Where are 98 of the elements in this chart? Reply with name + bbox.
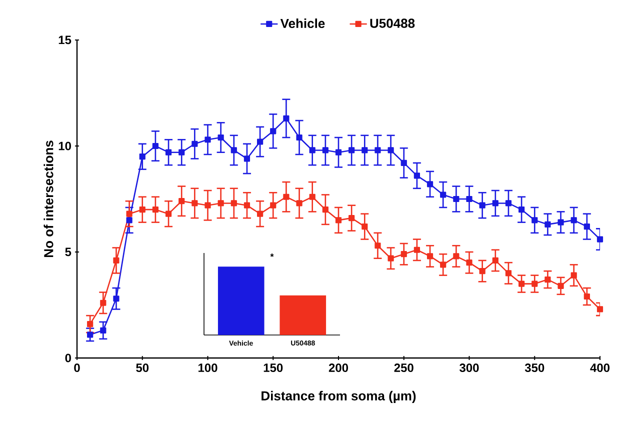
point <box>139 206 146 213</box>
point <box>400 160 407 166</box>
point <box>322 206 328 213</box>
point <box>296 200 302 206</box>
point <box>87 332 94 338</box>
y-tick-label: 5 <box>65 248 72 256</box>
x-tick-label: 400 <box>590 364 610 372</box>
x-tick-label: 250 <box>394 364 414 372</box>
point <box>362 224 368 230</box>
point <box>558 282 564 289</box>
point <box>152 206 159 213</box>
point <box>518 206 525 213</box>
point <box>544 221 551 228</box>
point <box>492 200 498 206</box>
point <box>244 156 250 162</box>
point <box>426 253 434 260</box>
point <box>335 149 342 156</box>
x-tick-label: 200 <box>328 364 348 372</box>
annotation: * <box>270 254 274 257</box>
x-tick-label: 0 <box>74 364 80 372</box>
point <box>152 142 159 150</box>
point <box>374 242 381 249</box>
point <box>192 200 198 206</box>
point <box>139 154 146 160</box>
x-tick-label: 100 <box>198 364 218 372</box>
point <box>414 246 420 253</box>
point <box>362 147 368 154</box>
point <box>100 300 106 306</box>
point <box>309 147 316 154</box>
legend-label: U50488 <box>370 18 415 28</box>
point <box>335 217 342 224</box>
point <box>283 115 290 122</box>
point <box>178 198 185 204</box>
point <box>505 270 512 276</box>
point <box>283 194 290 200</box>
point <box>270 202 276 208</box>
point <box>453 253 460 260</box>
point <box>126 217 132 224</box>
point <box>558 219 564 226</box>
point <box>218 134 224 141</box>
point <box>374 147 381 154</box>
point <box>218 200 224 206</box>
x-tick-label: 300 <box>460 364 479 372</box>
point <box>440 192 446 198</box>
point <box>296 134 302 141</box>
point <box>113 257 120 264</box>
x-tick-label: 150 <box>264 364 283 372</box>
point <box>453 196 460 202</box>
point <box>532 280 538 287</box>
point <box>479 202 486 208</box>
point <box>165 210 172 217</box>
point <box>257 210 264 217</box>
point <box>204 202 211 208</box>
point <box>544 276 551 283</box>
point <box>492 257 498 264</box>
y-tick-label: 15 <box>58 36 72 44</box>
legend-label: Vehicle <box>280 18 325 28</box>
point <box>440 262 446 268</box>
point <box>388 255 394 262</box>
point <box>466 196 472 202</box>
point <box>426 181 434 188</box>
point <box>388 147 394 154</box>
point <box>570 217 577 224</box>
point <box>414 172 420 179</box>
point <box>596 236 604 242</box>
x-tick-label: 350 <box>524 364 544 372</box>
point <box>400 251 407 258</box>
point <box>230 200 237 206</box>
x-axis-title: Distance from soma (µm) <box>262 390 416 404</box>
point <box>584 293 590 300</box>
y-tick-label: 10 <box>58 142 71 150</box>
point <box>204 136 211 143</box>
point <box>348 147 355 154</box>
point <box>466 260 472 266</box>
point <box>270 128 276 134</box>
point <box>165 149 172 156</box>
x-tick-label: 50 <box>136 364 149 372</box>
point <box>322 147 328 154</box>
point <box>584 224 590 230</box>
point <box>518 280 525 287</box>
point <box>178 149 185 156</box>
point <box>126 210 132 217</box>
point <box>596 306 604 312</box>
point <box>570 272 577 278</box>
point <box>505 200 512 206</box>
point <box>348 215 355 222</box>
point <box>230 147 237 154</box>
point <box>192 140 198 147</box>
point <box>113 296 120 302</box>
point <box>479 268 486 274</box>
point <box>532 217 538 224</box>
y-axis-title: No of intersections <box>44 140 54 257</box>
point <box>87 321 94 328</box>
point <box>100 327 106 334</box>
point <box>309 194 316 200</box>
y-tick-label: 0 <box>65 354 71 362</box>
point <box>244 202 250 208</box>
point <box>257 138 264 145</box>
